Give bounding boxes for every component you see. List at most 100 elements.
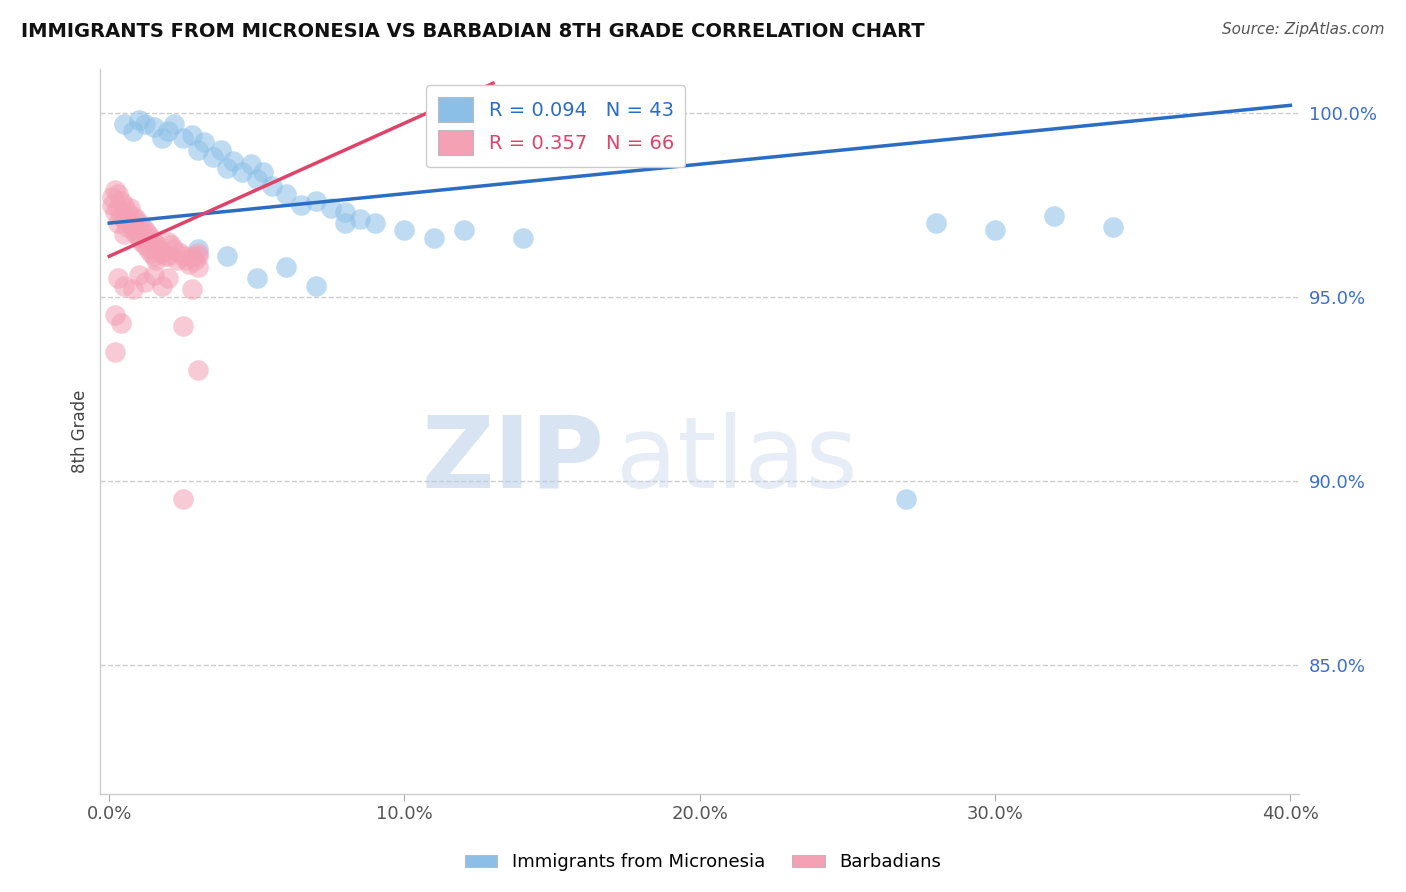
Text: ZIP: ZIP <box>420 411 603 508</box>
Point <box>423 231 446 245</box>
Point <box>101 190 124 204</box>
Point <box>128 268 150 282</box>
Point <box>112 227 135 242</box>
Point <box>125 212 148 227</box>
Point <box>155 249 177 263</box>
Point <box>180 249 202 263</box>
Legend: R = 0.094   N = 43, R = 0.357   N = 66: R = 0.094 N = 43, R = 0.357 N = 66 <box>426 86 686 167</box>
Point <box>128 216 150 230</box>
Point <box>163 117 186 131</box>
Point <box>184 252 207 267</box>
Point <box>107 186 129 201</box>
Point <box>174 252 197 267</box>
Point <box>290 198 312 212</box>
Point <box>1043 209 1066 223</box>
Point <box>115 205 138 219</box>
Text: IMMIGRANTS FROM MICRONESIA VS BARBADIAN 8TH GRADE CORRELATION CHART: IMMIGRANTS FROM MICRONESIA VS BARBADIAN … <box>21 22 925 41</box>
Point <box>101 198 124 212</box>
Point <box>121 223 143 237</box>
Point <box>984 223 1007 237</box>
Point <box>169 245 191 260</box>
Point <box>145 252 167 267</box>
Point <box>335 205 357 219</box>
Point <box>150 278 173 293</box>
Point <box>180 282 202 296</box>
Point <box>150 131 173 145</box>
Point <box>110 194 132 208</box>
Point <box>145 238 167 252</box>
Point <box>104 183 127 197</box>
Point <box>110 209 132 223</box>
Point <box>118 202 141 216</box>
Point <box>201 150 224 164</box>
Point <box>512 231 534 245</box>
Point <box>104 205 127 219</box>
Point <box>157 124 180 138</box>
Point <box>136 227 159 242</box>
Point <box>139 231 162 245</box>
Point <box>142 120 165 135</box>
Point <box>148 242 170 256</box>
Point <box>172 131 194 145</box>
Point <box>134 238 156 252</box>
Point <box>157 249 180 263</box>
Point <box>128 231 150 245</box>
Legend: Immigrants from Micronesia, Barbadians: Immigrants from Micronesia, Barbadians <box>458 847 948 879</box>
Point <box>150 245 173 260</box>
Point <box>305 194 328 208</box>
Point <box>239 157 262 171</box>
Point <box>187 363 209 377</box>
Point <box>134 117 156 131</box>
Point <box>1102 219 1125 234</box>
Point <box>121 124 143 138</box>
Point <box>112 117 135 131</box>
Point <box>305 278 328 293</box>
Point <box>142 249 165 263</box>
Point <box>157 235 180 249</box>
Point <box>187 245 209 260</box>
Point <box>107 271 129 285</box>
Text: Source: ZipAtlas.com: Source: ZipAtlas.com <box>1222 22 1385 37</box>
Point <box>231 164 253 178</box>
Point <box>187 143 209 157</box>
Text: atlas: atlas <box>616 411 858 508</box>
Point <box>217 161 239 175</box>
Point <box>276 186 298 201</box>
Point <box>163 242 186 256</box>
Point <box>172 492 194 507</box>
Point <box>187 242 209 256</box>
Point <box>104 308 127 322</box>
Y-axis label: 8th Grade: 8th Grade <box>72 390 89 473</box>
Point <box>118 216 141 230</box>
Point <box>166 252 188 267</box>
Point <box>112 198 135 212</box>
Point <box>104 345 127 359</box>
Point <box>142 235 165 249</box>
Point <box>128 113 150 128</box>
Point <box>349 212 371 227</box>
Point <box>187 260 209 275</box>
Point <box>180 128 202 142</box>
Point <box>121 282 143 296</box>
Point <box>131 235 153 249</box>
Point <box>217 249 239 263</box>
Point <box>276 260 298 275</box>
Point <box>107 216 129 230</box>
Point <box>172 319 194 334</box>
Point <box>252 164 274 178</box>
Point <box>112 278 135 293</box>
Point <box>209 143 232 157</box>
Point <box>125 227 148 242</box>
Point <box>246 172 269 186</box>
Point <box>131 219 153 234</box>
Point <box>112 212 135 227</box>
Point <box>172 249 194 263</box>
Point <box>394 223 416 237</box>
Point <box>187 249 209 263</box>
Point <box>319 202 342 216</box>
Point <box>335 216 357 230</box>
Point <box>364 216 387 230</box>
Point <box>142 268 165 282</box>
Point <box>110 316 132 330</box>
Point <box>260 179 283 194</box>
